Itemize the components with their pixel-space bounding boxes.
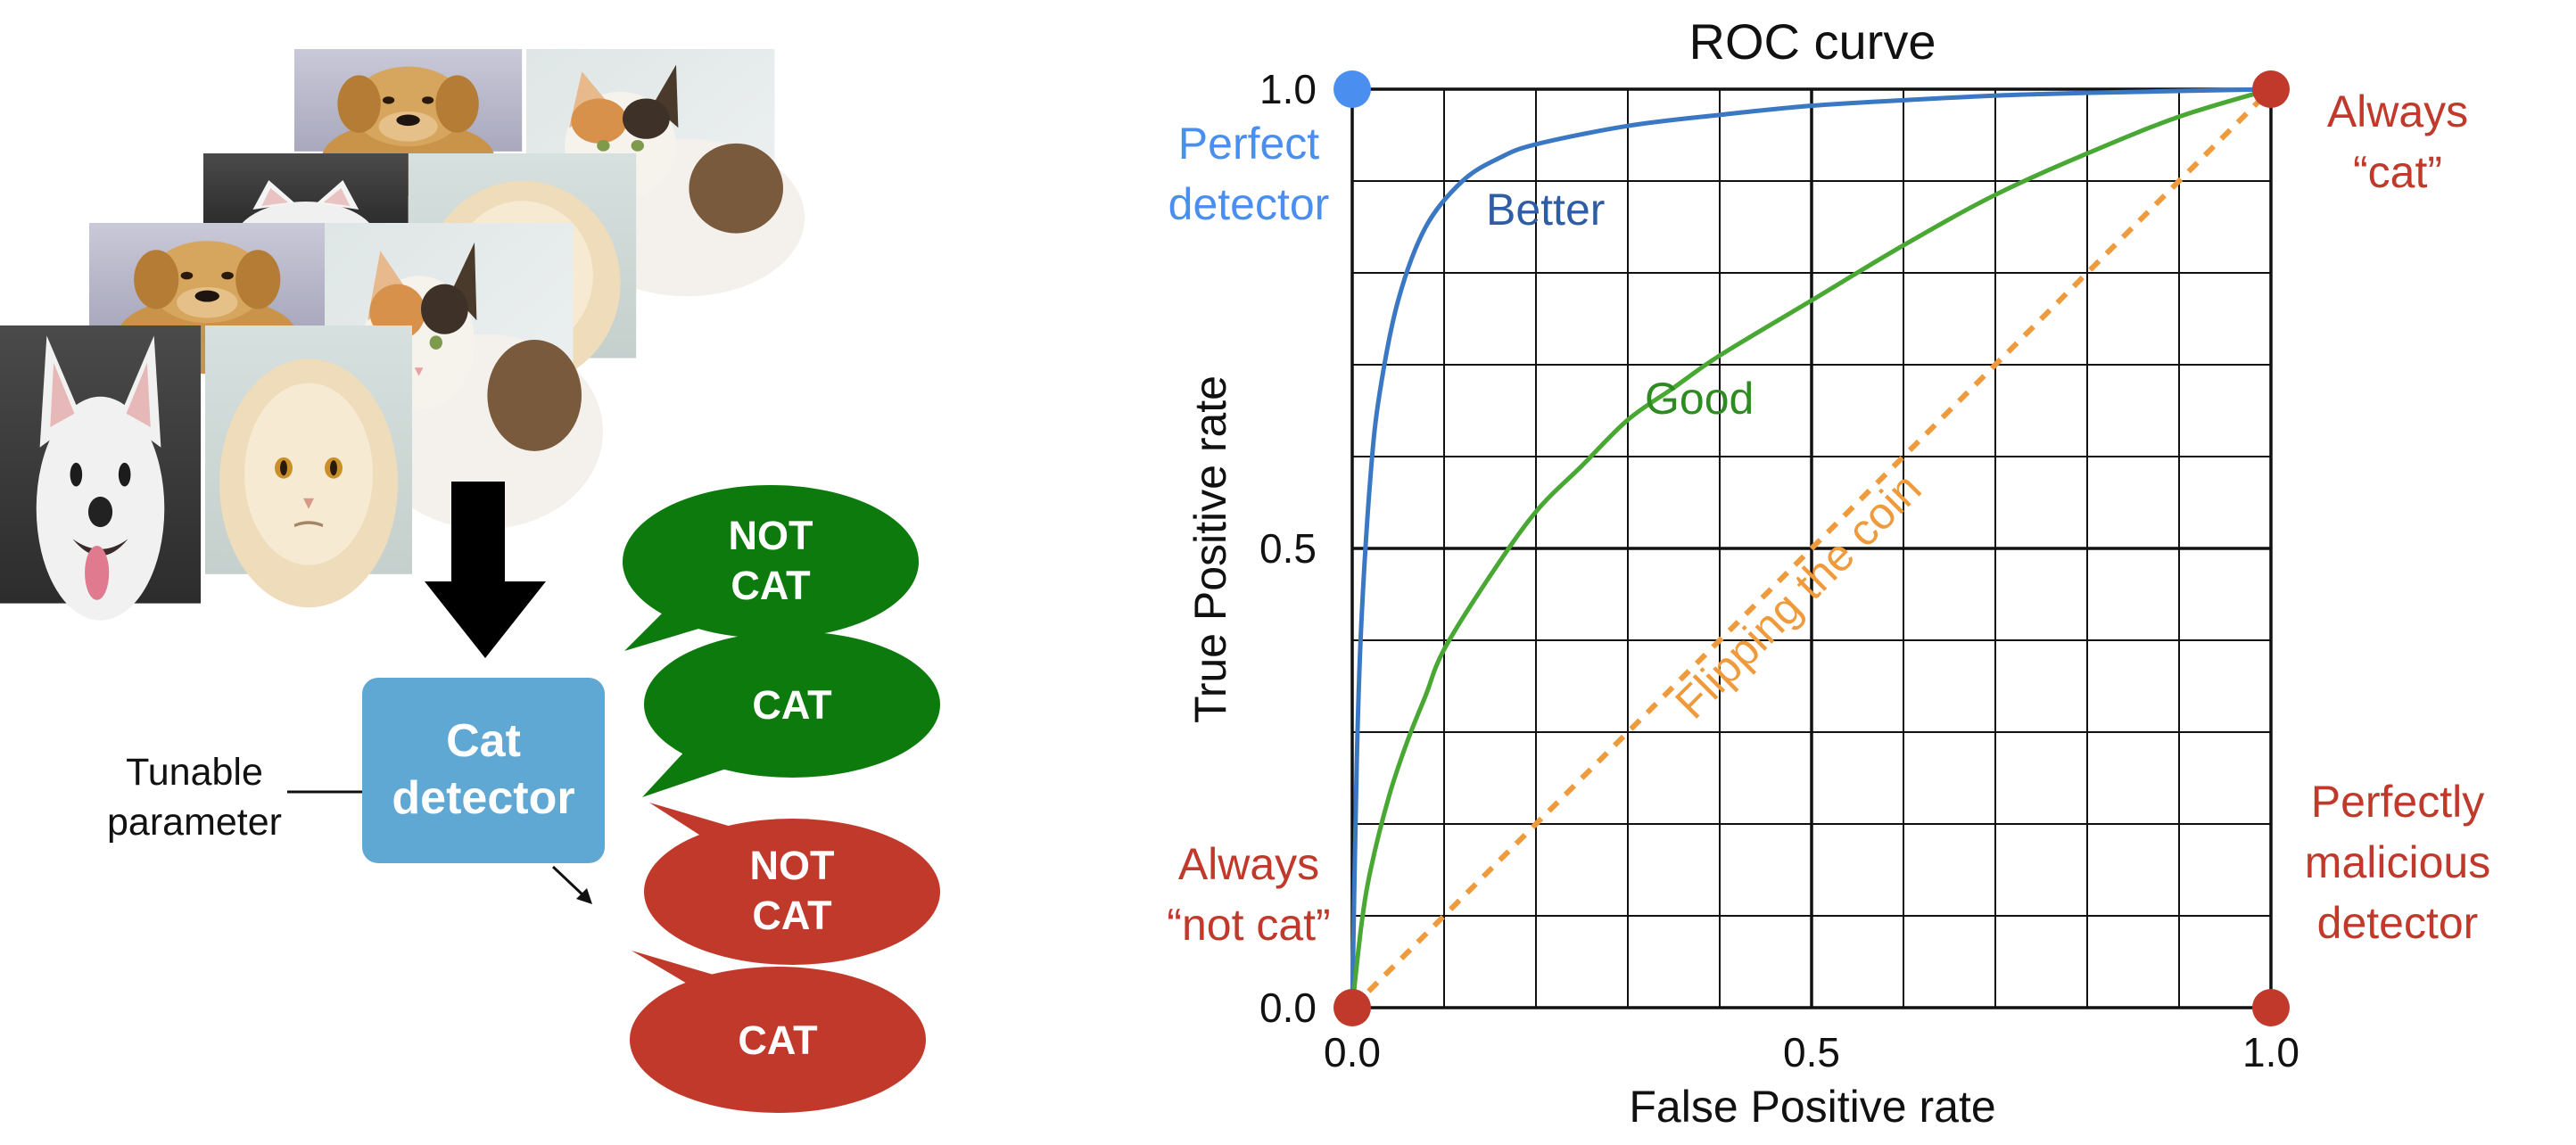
corner-point-label: detector: [1168, 179, 1330, 229]
y-tick-label: 1.0: [1259, 66, 1317, 112]
corner-point: [2252, 989, 2290, 1026]
bubble-text: CAT: [738, 1017, 817, 1063]
x-tick-label: 0.5: [1783, 1029, 1840, 1075]
corner-point-label: Always: [2327, 86, 2468, 136]
chart-title: ROC curve: [1689, 13, 1936, 70]
output-arrow-icon: [551, 865, 592, 904]
x-tick-label: 0.0: [1324, 1029, 1381, 1075]
chart-series: [1350, 86, 2274, 1010]
roc-chart: ROC curve 0.0 0.5 1.0 0.0 0.5 1.0 Perfect dete…: [1167, 13, 2490, 1132]
detector-label-line1: Cat: [446, 715, 521, 767]
corner-point: [1333, 70, 1371, 108]
corner-point-label: Always: [1178, 839, 1319, 889]
bubble-text: CAT: [752, 682, 831, 728]
corner-point: [1333, 989, 1371, 1026]
series-label-good: Good: [1645, 374, 1754, 424]
chart-points: Perfect detector Always “cat” Always “not cat…: [1167, 70, 2490, 1026]
chart-ticks: 0.0 0.5 1.0 0.0 0.5 1.0: [1259, 66, 2299, 1075]
cat-detector-box: Cat detector: [362, 678, 605, 863]
detector-label-line2: detector: [392, 772, 574, 824]
tunable-label-line2: parameter: [107, 801, 282, 844]
bubble-text-line2: CAT: [752, 893, 831, 938]
bubble-cat-red: CAT: [630, 951, 926, 1113]
series-label-better: Better: [1486, 185, 1605, 235]
bubble-text-line2: CAT: [731, 563, 810, 608]
y-axis-label: True Positive rate: [1185, 375, 1235, 723]
corner-point-label: malicious: [2305, 837, 2490, 887]
photo-persian-cat: [203, 324, 414, 609]
corner-point: [2252, 70, 2290, 108]
series-line-1: [1350, 86, 2274, 1010]
series-line-0: [1350, 86, 2274, 1010]
corner-point-label: “not cat”: [1167, 900, 1330, 950]
corner-point-label: Perfect: [1178, 119, 1320, 169]
corner-point-label: Perfectly: [2311, 777, 2485, 827]
down-arrow-icon: [425, 482, 546, 658]
y-tick-label: 0.5: [1259, 525, 1317, 572]
bubble-cat-green: CAT: [642, 631, 940, 797]
corner-point-label: “cat”: [2353, 147, 2442, 197]
y-tick-label: 0.0: [1259, 984, 1317, 1031]
series-line-2: [1350, 86, 2274, 1010]
x-tick-label: 1.0: [2242, 1029, 2299, 1075]
corner-point-label: detector: [2317, 898, 2479, 948]
photo-french-bulldog: [0, 325, 202, 621]
chart-grid: [1350, 87, 2273, 1009]
tunable-label-line1: Tunable: [126, 751, 263, 794]
tunable-parameter: Tunable parameter: [107, 751, 362, 844]
bubble-not-cat-green: NOT CAT: [623, 485, 919, 651]
x-axis-label: False Positive rate: [1629, 1082, 1995, 1132]
series-label-coin: Flipping the coin: [1665, 463, 1930, 728]
bubble-text-line1: NOT: [750, 843, 835, 888]
bubble-not-cat-red: NOT CAT: [644, 803, 940, 965]
bubble-text-line1: NOT: [729, 513, 813, 558]
